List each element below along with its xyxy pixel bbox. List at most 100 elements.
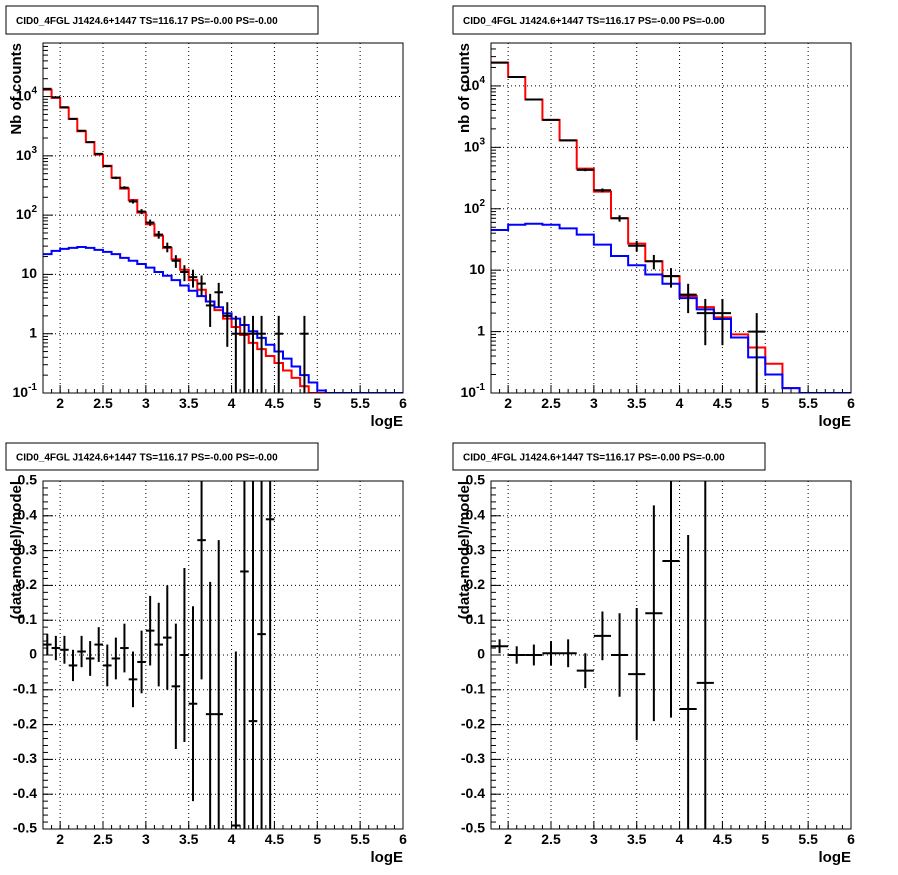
x-tick-label: 3: [590, 395, 598, 411]
data-point: [645, 254, 663, 270]
x-axis-title: logE: [371, 413, 404, 430]
x-tick-label: 4: [228, 395, 236, 411]
y-tick-label: 0.1: [466, 611, 486, 627]
residual-point: [265, 481, 275, 829]
y-tick-label: -0.5: [13, 820, 37, 836]
y-tick-label: 10-1: [461, 382, 486, 400]
data-point: [223, 302, 232, 347]
residual-point: [205, 581, 215, 829]
x-tick-label: 5.5: [798, 395, 818, 411]
data-point: [248, 315, 258, 393]
residual-point: [94, 627, 103, 662]
data-point: [628, 240, 646, 252]
plot-area: [43, 481, 275, 829]
residual-point: [171, 623, 181, 749]
y-axis-title: nb of counts: [456, 43, 473, 133]
y-tick-label: 10: [469, 261, 485, 277]
data-point: [559, 139, 577, 142]
residual-point: [137, 630, 146, 694]
data-point: [576, 168, 594, 172]
y-tick-label: 0.4: [466, 507, 486, 523]
residual-point: [214, 540, 223, 829]
data-point: [593, 188, 611, 193]
residual-point: [679, 534, 697, 829]
title-box: [452, 5, 766, 35]
data-point: [240, 315, 249, 393]
residual-point: [188, 606, 198, 802]
y-tick-label: 0.2: [18, 576, 38, 592]
x-tick-label: 2.5: [93, 831, 113, 847]
data-point: [679, 283, 697, 314]
residual-point: [257, 481, 266, 829]
residual-point: [559, 639, 577, 668]
residual-point: [628, 608, 646, 741]
data-point: [214, 282, 223, 308]
plot-frame: [42, 480, 404, 830]
histogram-series-1: [491, 222, 851, 393]
x-axis-title: logE: [819, 849, 852, 866]
residual-point: [197, 481, 206, 680]
x-tick-label: 2.5: [541, 831, 561, 847]
histogram-series-1: [43, 246, 403, 393]
x-tick-label: 3.5: [179, 831, 199, 847]
residual-point: [645, 505, 663, 722]
y-axis-title: (data-model)/model: [456, 481, 473, 619]
plot-frame: [42, 42, 404, 394]
y-tick-label: 0: [477, 646, 485, 662]
data-point: [188, 269, 198, 288]
data-point: [231, 315, 241, 393]
x-tick-label: 2: [56, 395, 64, 411]
y-tick-label: 103: [16, 144, 38, 162]
residual-point: [145, 595, 155, 666]
chart-title: CID0_4FGL J1424.6+1447 TS=116.17 PS=-0.0…: [463, 16, 725, 27]
y-tick-label: -0.3: [13, 750, 37, 766]
x-tick-label: 2: [504, 395, 512, 411]
y-tick-label: 0.3: [18, 541, 38, 557]
histogram-series-0: [43, 88, 403, 393]
x-tick-label: 5.5: [350, 831, 370, 847]
y-tick-label: 104: [16, 85, 38, 103]
histogram-series-0: [491, 61, 851, 393]
title-box: [5, 5, 319, 35]
data-point: [748, 313, 766, 393]
y-tick-label: 0.2: [466, 576, 486, 592]
x-tick-label: 5: [313, 395, 321, 411]
y-axis-title: Nb of counts: [8, 43, 25, 135]
data-point: [68, 117, 78, 120]
x-tick-label: 2.5: [93, 395, 113, 411]
data-point: [60, 106, 69, 109]
data-point: [257, 315, 266, 393]
data-point: [205, 293, 215, 327]
data-point: [111, 176, 121, 180]
y-tick-label: 0: [29, 646, 37, 662]
residual-point: [43, 634, 52, 655]
residual-point: [593, 611, 611, 661]
residual-point: [180, 568, 189, 742]
title-box: [5, 442, 319, 471]
plot-area: [491, 61, 851, 393]
residual-point: [576, 653, 594, 689]
residual-point: [611, 613, 629, 697]
data-point: [154, 230, 163, 239]
data-point: [300, 315, 309, 393]
data-point: [525, 98, 543, 101]
residual-point: [525, 644, 543, 666]
y-tick-label: -0.3: [461, 750, 485, 766]
chart-panel-bottom-left: CID0_4FGL J1424.6+1447 TS=116.17 PS=-0.0…: [5, 442, 407, 866]
y-tick-label: 102: [16, 204, 38, 222]
data-point: [51, 96, 61, 99]
plot-frame: [490, 480, 852, 830]
plot-area: [43, 87, 403, 393]
x-tick-label: 2: [504, 831, 512, 847]
x-tick-label: 4: [228, 831, 236, 847]
y-tick-label: 0.3: [466, 541, 486, 557]
x-tick-label: 3: [142, 831, 150, 847]
title-box: [452, 442, 766, 471]
x-tick-label: 5: [761, 395, 769, 411]
x-tick-label: 6: [399, 831, 407, 847]
data-point: [103, 165, 112, 168]
residual-point: [120, 623, 129, 673]
residual-point: [696, 481, 714, 829]
data-point: [180, 265, 189, 282]
residual-point: [542, 641, 560, 666]
